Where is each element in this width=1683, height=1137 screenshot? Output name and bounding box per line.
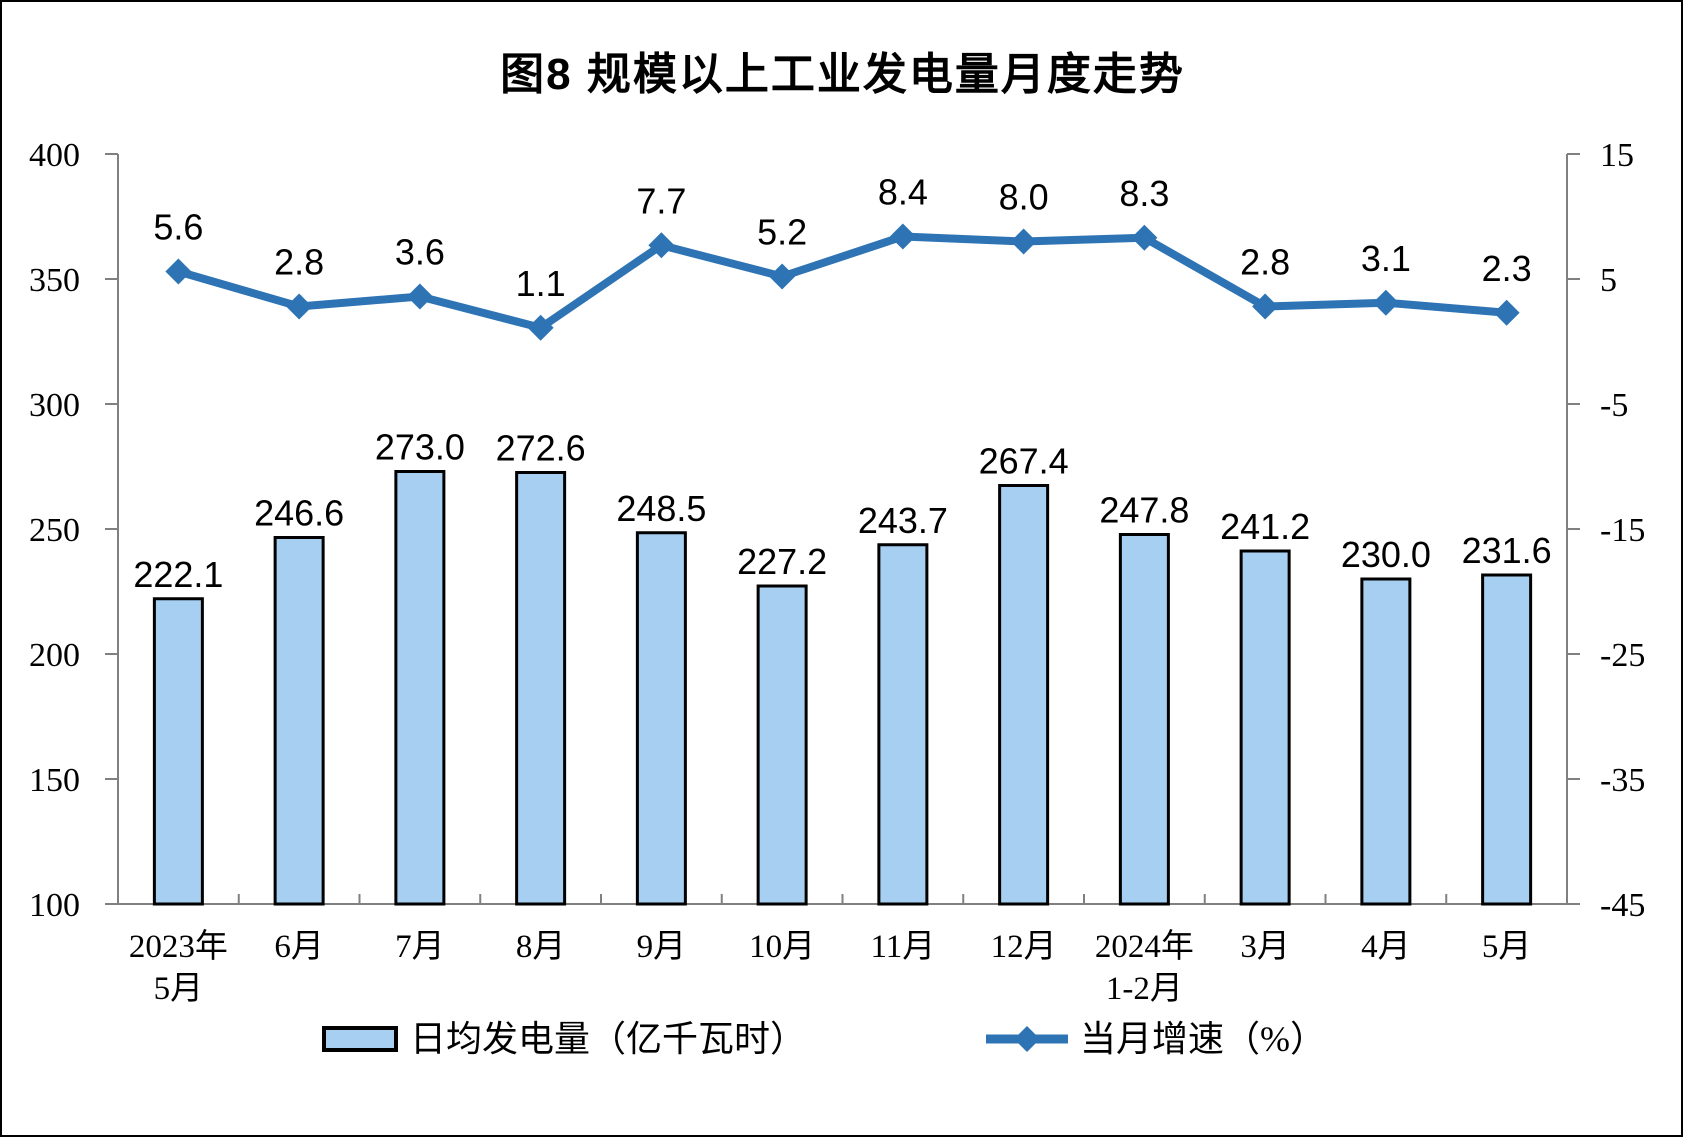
- category-label: 7月: [395, 929, 445, 965]
- line-value-label: 2.8: [274, 242, 324, 283]
- bar-value-label: 243.7: [858, 500, 948, 541]
- category-label: 9月: [637, 929, 687, 965]
- category-label: 4月: [1361, 929, 1411, 965]
- category-label: 11月: [870, 929, 935, 965]
- left-tick-label: 150: [29, 762, 80, 799]
- line-series-swatch-icon: [986, 1026, 1068, 1052]
- line-value-label: 3.1: [1361, 238, 1411, 279]
- line-value-label: 1.1: [516, 263, 566, 304]
- bar-value-label: 273.0: [375, 427, 465, 468]
- growth-line: [174, 232, 1511, 332]
- left-tick-label: 300: [29, 387, 80, 424]
- left-tick-label: 250: [29, 512, 80, 549]
- right-tick-label: -5: [1600, 387, 1628, 424]
- line-marker-2: [406, 283, 433, 310]
- bar-value-label: 267.4: [979, 441, 1069, 482]
- growth-line-series: 5.6 2.8 3.6 1.1 7.7 5.2 8.4 8.0 8.3 2.8 3.1 2.3: [153, 172, 1532, 341]
- bar-series-swatch-icon: [322, 1026, 398, 1052]
- category-label: 10月: [749, 929, 815, 965]
- right-tick-label: -45: [1600, 887, 1645, 924]
- bar-value-label: 222.1: [133, 554, 223, 595]
- legend-item-line-series: 当月增速（%）: [984, 1014, 1326, 1064]
- line-marker-0: [165, 258, 192, 285]
- bar-10: [1360, 577, 1412, 906]
- line-value-label: 8.3: [1119, 173, 1169, 214]
- line-value-label: 5.6: [153, 207, 203, 248]
- line-value-label: 3.6: [395, 232, 445, 273]
- bar-6: [877, 543, 929, 906]
- line-value-label: 7.7: [636, 180, 686, 221]
- bar-7: [998, 484, 1050, 906]
- line-marker-7: [1010, 228, 1037, 255]
- line-value-label: 8.0: [999, 177, 1049, 218]
- category-labels: 2023年 5月 6月 7月 8月 9月 10月 11月 12月 2024年 1-2月 3月 4月 5月: [129, 928, 1532, 1007]
- bar-9: [1239, 549, 1291, 906]
- bar-value-label: 248.5: [616, 488, 706, 529]
- left-axis-ticks: 400 350 300 250 200 150 100: [29, 137, 118, 924]
- legend: 日均发电量（亿千瓦时） 当月增速（%）: [2, 1014, 1681, 1074]
- x-axis-ticks: [117, 894, 1568, 904]
- chart-title: 图8 规模以上工业发电量月度走势: [500, 50, 1185, 99]
- right-tick-label: -35: [1600, 762, 1645, 799]
- left-tick-label: 350: [29, 262, 80, 299]
- line-marker-9: [1252, 293, 1279, 320]
- bar-value-label: 247.8: [1099, 490, 1189, 531]
- line-value-label: 2.8: [1240, 242, 1290, 283]
- legend-label-line-series: 当月增速（%）: [1080, 1019, 1326, 1059]
- category-label: 5月: [1482, 929, 1532, 965]
- category-label: 3月: [1240, 929, 1290, 965]
- line-value-label: 2.3: [1482, 248, 1532, 289]
- category-label-line2: 5月: [154, 971, 204, 1007]
- line-value-label: 5.2: [757, 212, 807, 253]
- right-tick-label: 5: [1600, 262, 1617, 299]
- line-marker-1: [286, 293, 313, 320]
- category-label: 8月: [516, 929, 566, 965]
- line-marker-5: [769, 263, 796, 290]
- category-label: 2023年: [129, 928, 228, 965]
- category-label: 12月: [991, 929, 1057, 965]
- line-marker-10: [1372, 289, 1399, 316]
- right-tick-label: 15: [1600, 137, 1634, 174]
- bar-value-label: 241.2: [1220, 506, 1310, 547]
- combo-chart-canvas: 400 350 300 250 200 150 100 15 5 -5 -15 -25 -35 -45 20…: [29, 137, 1645, 1007]
- category-label: 2024年: [1095, 928, 1194, 965]
- bar-value-label: 231.6: [1462, 530, 1552, 571]
- left-tick-label: 200: [29, 637, 80, 674]
- bar-11: [1481, 573, 1533, 906]
- left-tick-label: 400: [29, 137, 80, 174]
- bar-value-label: 246.6: [254, 493, 344, 534]
- bar-value-label: 227.2: [737, 541, 827, 582]
- right-tick-label: -15: [1600, 512, 1645, 549]
- line-marker-4: [648, 232, 675, 259]
- bar-value-label: 272.6: [496, 428, 586, 469]
- bar-value-label: 230.0: [1341, 534, 1431, 575]
- bar-3: [515, 471, 567, 906]
- bar-1: [273, 536, 325, 906]
- legend-item-bar-series: 日均发电量（亿千瓦时）: [320, 1014, 806, 1064]
- line-marker-6: [889, 223, 916, 250]
- bar-4: [635, 531, 687, 906]
- line-marker-11: [1493, 299, 1520, 326]
- right-tick-label: -25: [1600, 637, 1645, 674]
- bar-series: 222.1 246.6 273.0 272.6 248.5 227.2 243.7 267.4…: [133, 427, 1552, 906]
- bar-2: [394, 470, 446, 906]
- bar-5: [756, 584, 808, 906]
- category-label-line2: 1-2月: [1106, 971, 1183, 1007]
- bar-0: [152, 597, 204, 906]
- line-marker-8: [1131, 224, 1158, 251]
- bar-8: [1118, 533, 1170, 906]
- left-tick-label: 100: [29, 887, 80, 924]
- legend-label-bar-series: 日均发电量（亿千瓦时）: [410, 1019, 807, 1059]
- category-label: 6月: [274, 929, 324, 965]
- right-axis-ticks: 15 5 -5 -15 -25 -35 -45: [1567, 137, 1645, 924]
- line-value-label: 8.4: [878, 172, 928, 213]
- line-marker-3: [527, 314, 554, 341]
